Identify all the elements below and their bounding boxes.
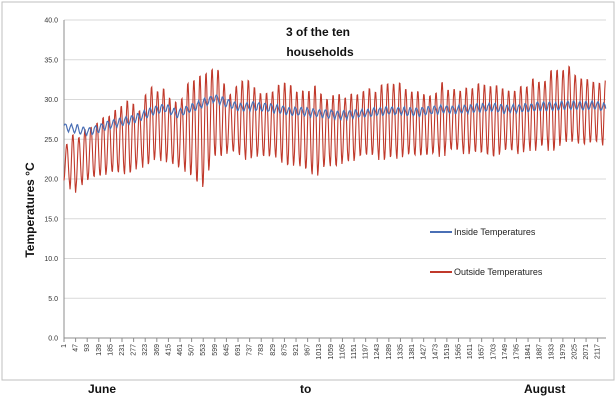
chart-area-border: [1, 1, 615, 381]
x-tick-label: 93: [84, 344, 91, 352]
x-tick-label: 1105: [339, 344, 346, 359]
x-tick-label: 1013: [316, 344, 323, 360]
x-tick-label: 1749: [502, 344, 509, 360]
x-tick-label: 1703: [490, 344, 497, 360]
x-tick-label: 1243: [374, 344, 381, 360]
x-axis: 1 47 93 139 185 231 277 323 369 415 461 507 553 599 64…: [61, 337, 606, 360]
x-tick-label: 1795: [513, 344, 520, 360]
y-tick-label: 20.0: [44, 177, 58, 184]
x-tick-label: 1197: [363, 344, 370, 359]
y-tick-label: 5.0: [48, 296, 58, 303]
x-tick-label: 783: [258, 344, 265, 356]
x-tick-label: 1979: [560, 344, 567, 360]
x-tick-label: 1151: [351, 344, 358, 359]
x-tick-label: 645: [223, 344, 230, 356]
series-line-outside-temperatures: [63, 65, 606, 193]
legend-label-inside: Inside Temperatures: [454, 227, 536, 237]
series-line-inside-temperatures: [63, 94, 607, 137]
chart-title-line-1: 3 of the ten: [286, 25, 350, 39]
x-tick-label: 323: [142, 344, 149, 356]
y-tick-label: 10.0: [44, 256, 58, 263]
series-lines: [63, 65, 607, 193]
x-tick-label: 1611: [467, 344, 474, 359]
x-tick-label: 1519: [444, 344, 451, 360]
x-tick-label: 369: [154, 344, 161, 356]
x-tick-label: 2117: [595, 344, 602, 359]
chart-title-line-2: households: [286, 45, 354, 59]
x-tick-label: 1473: [432, 344, 439, 360]
x-tick-label: 875: [281, 344, 288, 356]
x-tick-label: 415: [165, 344, 172, 356]
y-axis-title: Temperatures °C: [23, 162, 37, 258]
x-tick-label: 737: [247, 344, 254, 356]
x-tick-label: 1657: [479, 344, 486, 360]
x-tick-label: 553: [200, 344, 207, 356]
x-tick-label: 1565: [455, 344, 462, 360]
x-tick-label: 507: [189, 344, 196, 356]
x-tick-label: 967: [305, 344, 312, 356]
footer-label-june: June: [88, 382, 117, 396]
footer-label-august: August: [524, 382, 566, 396]
x-tick-label: 2025: [571, 344, 578, 360]
x-tick-label: 1381: [409, 344, 416, 360]
y-tick-label: 25.0: [44, 137, 58, 144]
x-tick-label: 691: [235, 344, 242, 356]
x-tick-label: 1427: [421, 344, 428, 360]
x-tick-label: 231: [119, 344, 126, 356]
y-tick-label: 15.0: [44, 216, 58, 223]
x-tick-label: 1933: [548, 344, 555, 360]
x-tick-label: 2071: [583, 344, 590, 360]
y-tick-label: 40.0: [44, 18, 58, 25]
x-tick-label: 1289: [386, 344, 393, 360]
legend-label-outside: Outside Temperatures: [454, 267, 543, 277]
x-tick-label: 185: [107, 344, 114, 356]
footer-label-to: to: [300, 382, 312, 396]
y-tick-label: 35.0: [44, 57, 58, 64]
y-tick-label: 30.0: [44, 97, 58, 104]
x-tick-label: 599: [212, 344, 219, 356]
x-tick-label: 277: [131, 344, 138, 356]
x-tick-label: 461: [177, 344, 184, 356]
x-tick-label: 1887: [537, 344, 544, 360]
x-tick-label: 1841: [525, 344, 532, 360]
legend: Inside Temperatures Outside Temperatures: [430, 227, 543, 277]
x-tick-label: 1059: [328, 344, 335, 360]
x-tick-label: 47: [73, 344, 80, 352]
x-tick-label: 921: [293, 344, 300, 356]
x-tick-label: 1335: [397, 344, 404, 360]
y-tick-label: 0.0: [48, 336, 58, 343]
x-tick-label: 139: [96, 344, 103, 356]
x-tick-label: 829: [270, 344, 277, 356]
x-tick-label: 1: [61, 344, 68, 348]
